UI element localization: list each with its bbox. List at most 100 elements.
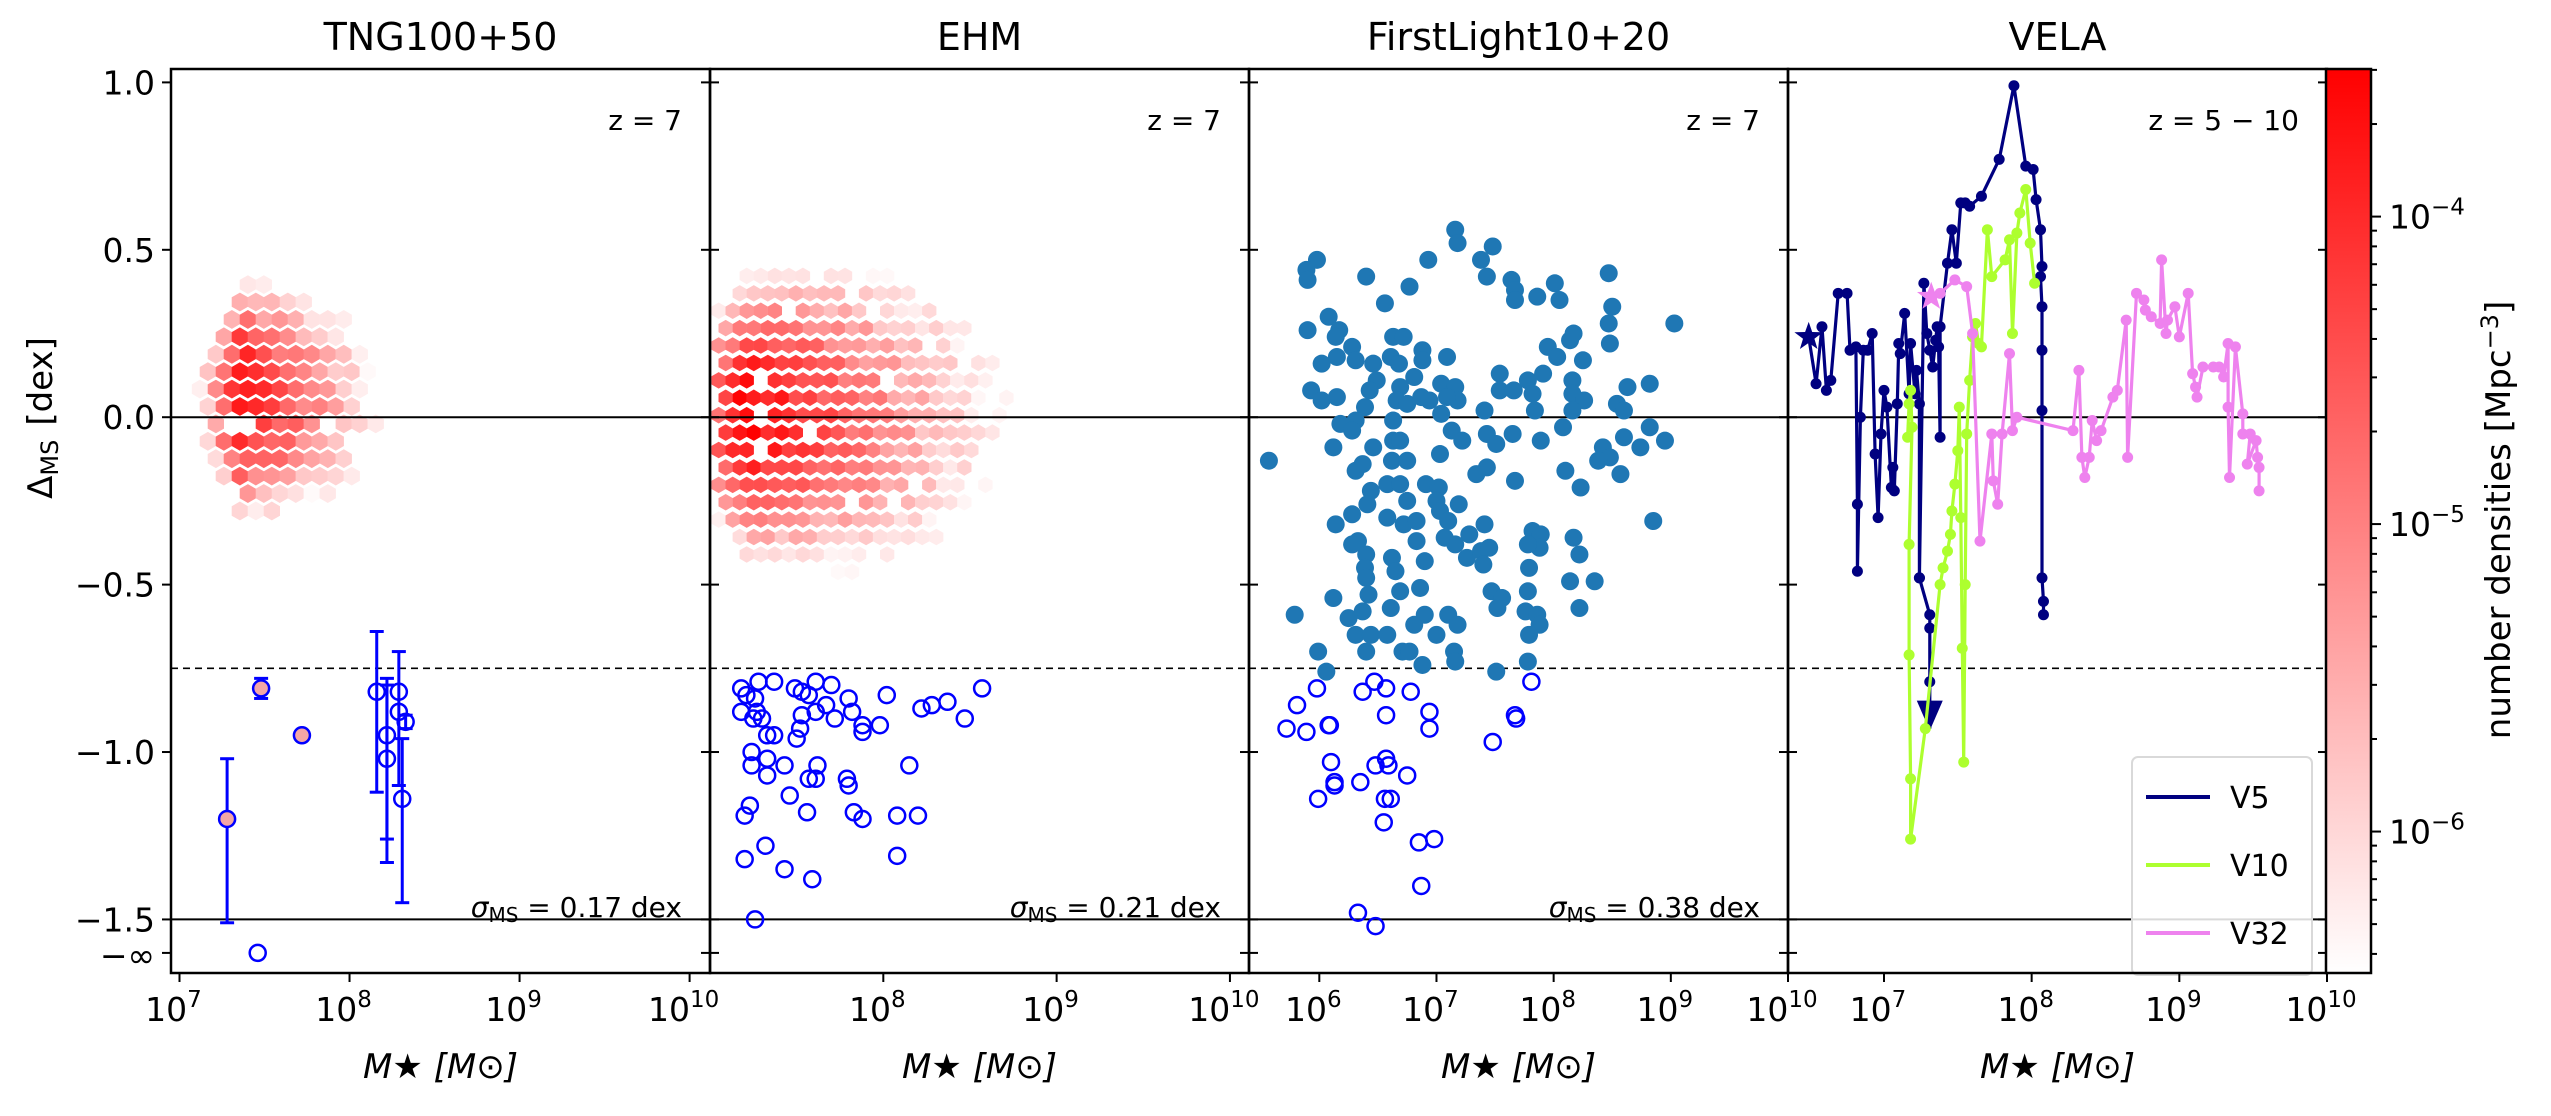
series-point	[1921, 328, 1933, 340]
hexbin-cell	[816, 424, 832, 441]
star-forming-point	[1644, 512, 1663, 530]
hexbin-cell	[739, 476, 754, 494]
star-forming-point	[1563, 401, 1582, 420]
hexbin-cell	[753, 511, 768, 528]
hexbin-cell	[837, 267, 853, 285]
series-point	[2004, 234, 2016, 246]
hexbin-cell	[223, 379, 240, 399]
hexbin-cell	[971, 389, 986, 407]
star-forming-point	[1548, 347, 1567, 366]
hexbin-cell	[753, 337, 768, 354]
quenched-point	[870, 715, 890, 735]
quenched-point	[1366, 916, 1385, 936]
star-forming-point	[1438, 347, 1457, 366]
x-tick-label: 1010	[1746, 987, 1817, 1029]
x-tick-exp: 9	[2187, 987, 2202, 1013]
hexbin-cell	[231, 397, 248, 416]
star-forming-point	[1448, 234, 1467, 253]
hexbin-cell	[319, 379, 336, 399]
series-point	[1851, 498, 1863, 510]
series-line	[1930, 258, 2261, 543]
series-point	[1955, 512, 1967, 524]
x-tick-base: 10	[1022, 990, 1064, 1029]
quenched-point	[887, 806, 907, 825]
hexbin-cell	[894, 476, 909, 494]
star-forming-point	[1324, 438, 1343, 457]
hexbin-cell	[908, 372, 923, 389]
hexbin-cell	[943, 494, 958, 511]
hexbin-cell	[887, 528, 902, 546]
hexbin-cell	[880, 546, 895, 563]
x-tick-exp: 9	[1064, 987, 1079, 1013]
plot-area	[1249, 220, 1788, 936]
x-tick-exp: 8	[1561, 987, 1576, 1013]
hexbin-cell	[837, 441, 853, 459]
hexbin-cell	[802, 528, 818, 546]
hexbin-cell	[303, 379, 320, 399]
quenched-point	[938, 692, 957, 712]
quenched-point	[1321, 752, 1341, 772]
hexbin-cell	[311, 327, 328, 347]
star-forming-point	[1460, 525, 1479, 544]
series-point	[1894, 348, 1906, 360]
hexbin-cell	[851, 476, 867, 494]
series-point	[1820, 384, 1832, 396]
x-tick-label: 108	[1519, 987, 1576, 1029]
colorbar	[2324, 67, 2373, 975]
x-tick-exp: 10	[2327, 987, 2356, 1013]
hexbin-cell	[816, 459, 832, 476]
hexbin-cell	[255, 414, 272, 434]
series-point	[1841, 287, 1853, 299]
x-tick-exp: 10	[1230, 987, 1259, 1013]
series-point	[1899, 307, 1911, 319]
quenched-point	[806, 702, 825, 722]
star-forming-point	[1523, 384, 1542, 403]
hexbin-cell	[802, 389, 818, 407]
start-star-icon	[1917, 281, 1946, 309]
star-forming-point	[1477, 267, 1496, 286]
redshift-label: z = 7	[608, 104, 682, 137]
series-point	[1934, 321, 1946, 333]
hexbin-cell	[830, 285, 846, 302]
star-forming-point	[1400, 642, 1419, 661]
hexbin-cell	[802, 285, 818, 302]
star-forming-point	[1298, 270, 1317, 289]
star-forming-point	[1573, 351, 1592, 370]
hexbin-cell	[739, 267, 754, 285]
hexbin-cell	[732, 319, 747, 337]
hexbin-cell	[816, 285, 832, 302]
sigma-symbol: σ	[1549, 891, 1568, 924]
hexbin-cell	[922, 511, 937, 528]
hexbin-cell	[215, 466, 232, 486]
hexbin-cell	[718, 424, 733, 441]
series-point	[1952, 445, 1964, 457]
hexbin-cell	[774, 424, 789, 441]
hexbin-cell	[795, 406, 811, 424]
hexbin-cell	[936, 337, 951, 354]
star-forming-point	[1398, 451, 1417, 470]
star-forming-point	[1570, 599, 1589, 618]
star-forming-point	[1563, 371, 1582, 390]
hexbin-cell	[872, 319, 888, 337]
quenched-point	[1297, 722, 1316, 742]
hexbin-cell	[295, 292, 312, 312]
colorbar-tick-label: 10−4	[2389, 195, 2465, 237]
hexbin-cell	[809, 441, 825, 459]
hexbin-cell	[788, 424, 803, 441]
series-point	[2036, 405, 2048, 417]
sigma-value: = 0.38 dex	[1596, 891, 1760, 924]
hexbin-cell	[795, 372, 811, 389]
hexbin-cell	[319, 344, 336, 364]
hexbin-cell	[739, 511, 754, 528]
hexbin-cell	[816, 354, 832, 372]
star-forming-point	[1358, 495, 1377, 514]
star-forming-point	[1346, 351, 1365, 370]
quenched-point	[1353, 682, 1372, 702]
hexbin-cell	[880, 511, 895, 528]
hexbin-cell	[950, 476, 965, 494]
hexbin-cell	[718, 389, 733, 407]
quenched-point	[887, 846, 907, 866]
hexbin-cell	[901, 459, 916, 476]
quenched-point	[839, 689, 858, 708]
x-tick-label: 106	[1285, 987, 1342, 1029]
